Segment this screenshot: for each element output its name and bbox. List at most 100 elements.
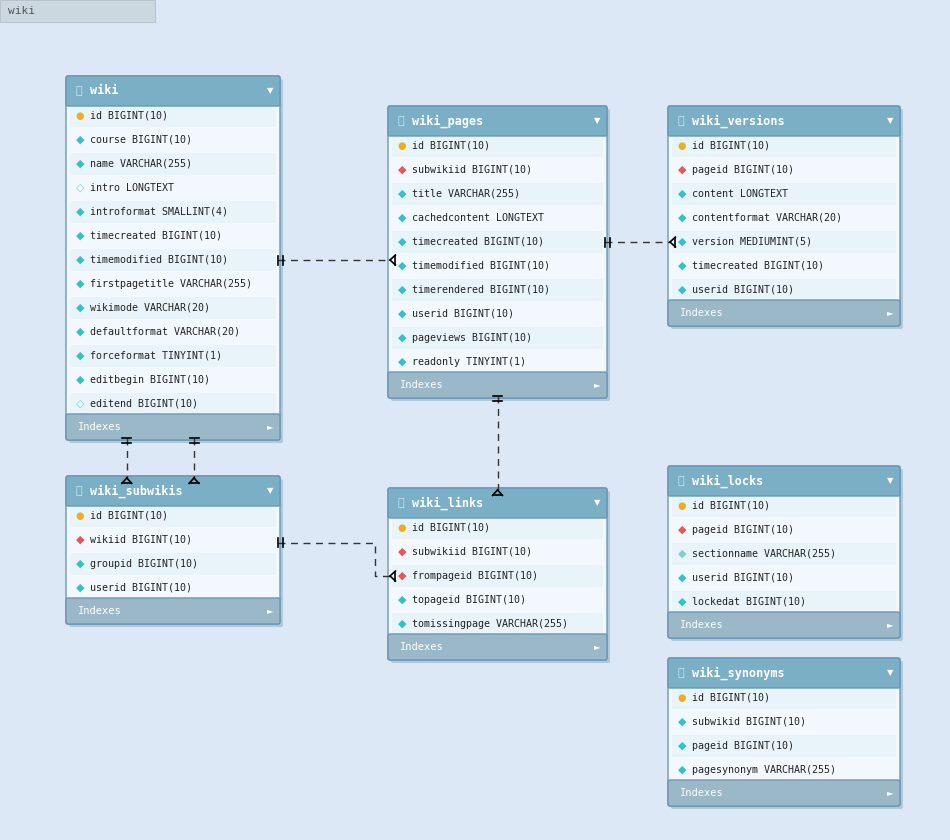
FancyBboxPatch shape: [668, 300, 900, 326]
Text: ●: ●: [76, 511, 85, 521]
Text: id BIGINT(10): id BIGINT(10): [412, 141, 490, 151]
Text: ◆: ◆: [76, 207, 85, 217]
Text: ►: ►: [267, 423, 274, 432]
Text: ●: ●: [398, 141, 407, 151]
Text: content LONGTEXT: content LONGTEXT: [692, 189, 788, 199]
FancyBboxPatch shape: [391, 109, 610, 401]
Text: ◆: ◆: [677, 261, 686, 271]
Text: ⎗: ⎗: [398, 498, 405, 508]
Text: subwikiid BIGINT(10): subwikiid BIGINT(10): [412, 165, 532, 175]
Text: course BIGINT(10): course BIGINT(10): [90, 135, 192, 145]
Text: ◇: ◇: [76, 399, 85, 409]
Text: pagesynonym VARCHAR(255): pagesynonym VARCHAR(255): [692, 765, 836, 775]
Text: pageviews BIGINT(10): pageviews BIGINT(10): [412, 333, 532, 343]
FancyBboxPatch shape: [388, 372, 607, 398]
Text: frompageid BIGINT(10): frompageid BIGINT(10): [412, 571, 538, 581]
FancyBboxPatch shape: [668, 780, 900, 806]
Text: ◆: ◆: [677, 573, 686, 583]
Text: cachedcontent LONGTEXT: cachedcontent LONGTEXT: [412, 213, 544, 223]
Text: editbegin BIGINT(10): editbegin BIGINT(10): [90, 375, 210, 385]
Text: ◆: ◆: [76, 231, 85, 241]
Text: tomissingpage VARCHAR(255): tomissingpage VARCHAR(255): [412, 619, 568, 629]
FancyBboxPatch shape: [66, 476, 280, 506]
FancyBboxPatch shape: [69, 79, 283, 443]
Text: ◆: ◆: [398, 619, 407, 629]
Text: ⎗: ⎗: [398, 116, 405, 126]
Text: userid BIGINT(10): userid BIGINT(10): [90, 583, 192, 593]
FancyBboxPatch shape: [668, 466, 900, 638]
Bar: [70, 505, 276, 527]
Text: ◆: ◆: [76, 375, 85, 385]
Text: Indexes: Indexes: [680, 620, 724, 630]
Text: wikiid BIGINT(10): wikiid BIGINT(10): [90, 535, 192, 545]
Text: ●: ●: [677, 141, 686, 151]
Text: ◆: ◆: [677, 765, 686, 775]
Text: wikimode VARCHAR(20): wikimode VARCHAR(20): [90, 303, 210, 313]
Text: topageid BIGINT(10): topageid BIGINT(10): [412, 595, 526, 605]
Bar: [672, 231, 896, 253]
Text: ◆: ◆: [677, 717, 686, 727]
Text: id BIGINT(10): id BIGINT(10): [692, 693, 770, 703]
FancyBboxPatch shape: [66, 76, 280, 106]
Text: ◆: ◆: [398, 547, 407, 557]
Bar: [392, 135, 603, 157]
Text: ▼: ▼: [594, 117, 600, 125]
Text: userid BIGINT(10): userid BIGINT(10): [692, 573, 794, 583]
Bar: [392, 517, 603, 539]
Text: ◆: ◆: [398, 595, 407, 605]
Text: ◆: ◆: [398, 571, 407, 581]
Text: ◆: ◆: [398, 213, 407, 223]
Text: title VARCHAR(255): title VARCHAR(255): [412, 189, 520, 199]
Text: ▼: ▼: [886, 476, 893, 486]
Bar: [70, 249, 276, 271]
Text: ◆: ◆: [76, 351, 85, 361]
Text: Indexes: Indexes: [78, 606, 122, 616]
Text: groupid BIGINT(10): groupid BIGINT(10): [90, 559, 198, 569]
Text: timecreated BIGINT(10): timecreated BIGINT(10): [412, 237, 544, 247]
Text: wiki_locks: wiki_locks: [692, 475, 763, 488]
FancyBboxPatch shape: [668, 466, 900, 496]
FancyBboxPatch shape: [66, 76, 280, 440]
Text: ⎗: ⎗: [677, 116, 684, 126]
Bar: [672, 495, 896, 517]
FancyBboxPatch shape: [388, 488, 607, 660]
Text: ◆: ◆: [76, 303, 85, 313]
Text: firstpagetitle VARCHAR(255): firstpagetitle VARCHAR(255): [90, 279, 252, 289]
Text: userid BIGINT(10): userid BIGINT(10): [412, 309, 514, 319]
Text: ◆: ◆: [677, 165, 686, 175]
Bar: [672, 135, 896, 157]
Text: version MEDIUMINT(5): version MEDIUMINT(5): [692, 237, 812, 247]
Bar: [392, 613, 603, 635]
Text: editend BIGINT(10): editend BIGINT(10): [90, 399, 198, 409]
Text: ⎗: ⎗: [677, 668, 684, 678]
Text: Indexes: Indexes: [78, 422, 122, 432]
Text: ⎗: ⎗: [76, 86, 83, 96]
Text: ◆: ◆: [398, 285, 407, 295]
Text: ►: ►: [594, 381, 600, 390]
Bar: [0, 0, 155, 22]
Bar: [672, 687, 896, 709]
Text: ◆: ◆: [677, 237, 686, 247]
Text: ●: ●: [677, 501, 686, 511]
Bar: [392, 279, 603, 301]
Text: wiki_versions: wiki_versions: [692, 114, 785, 128]
Text: pageid BIGINT(10): pageid BIGINT(10): [692, 741, 794, 751]
FancyBboxPatch shape: [66, 476, 280, 624]
Text: ▼: ▼: [886, 117, 893, 125]
Text: ◆: ◆: [398, 189, 407, 199]
Text: ◆: ◆: [677, 525, 686, 535]
Text: ◆: ◆: [677, 597, 686, 607]
Text: id BIGINT(10): id BIGINT(10): [412, 523, 490, 533]
FancyBboxPatch shape: [391, 491, 610, 663]
Text: wiki: wiki: [8, 6, 35, 16]
Text: sectionname VARCHAR(255): sectionname VARCHAR(255): [692, 549, 836, 559]
Text: userid BIGINT(10): userid BIGINT(10): [692, 285, 794, 295]
Text: Indexes: Indexes: [680, 308, 724, 318]
FancyBboxPatch shape: [388, 488, 607, 518]
Text: readonly TINYINT(1): readonly TINYINT(1): [412, 357, 526, 367]
Text: ◆: ◆: [677, 741, 686, 751]
Text: defaultformat VARCHAR(20): defaultformat VARCHAR(20): [90, 327, 240, 337]
FancyBboxPatch shape: [668, 658, 900, 688]
Text: id BIGINT(10): id BIGINT(10): [90, 111, 168, 121]
FancyBboxPatch shape: [388, 634, 607, 660]
